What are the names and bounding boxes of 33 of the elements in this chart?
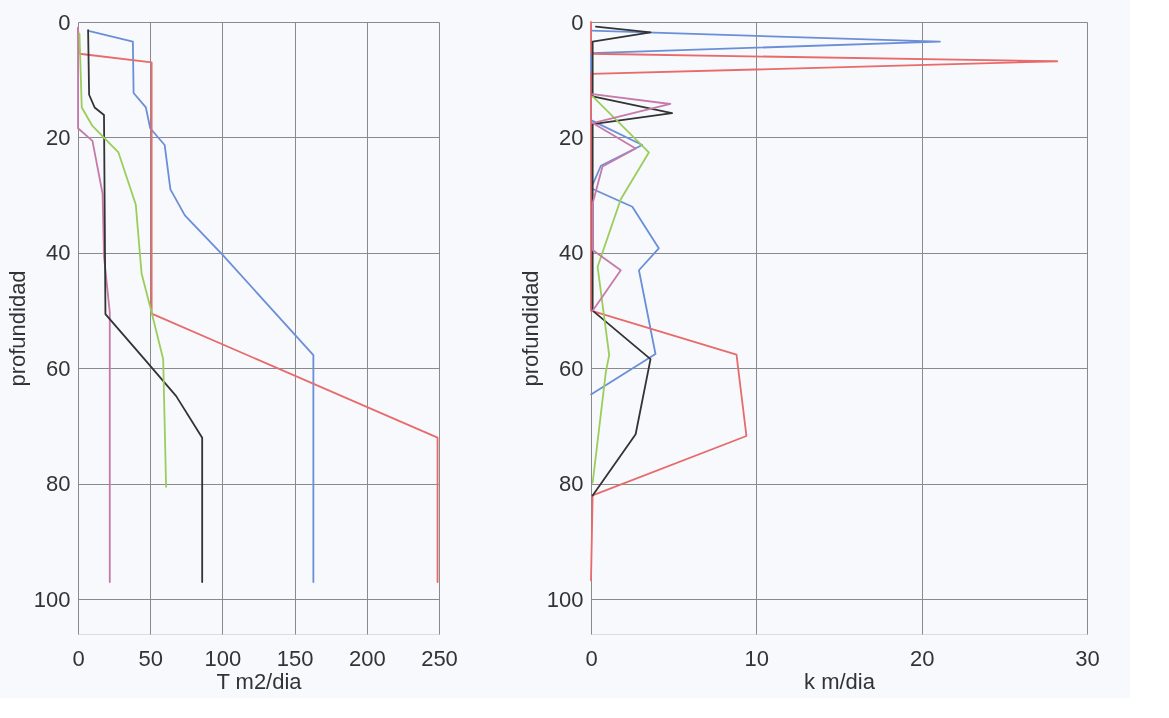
x-tick-label: 100 <box>204 645 242 671</box>
y-tick-label: 80 <box>46 471 71 497</box>
x-axis-title: T m2/dia <box>216 668 303 694</box>
line-series <box>591 93 672 312</box>
line-series <box>78 32 167 488</box>
x-tick-label: 150 <box>276 645 314 671</box>
y-tick-label: 0 <box>571 9 584 35</box>
x-tick-label: 50 <box>138 645 163 671</box>
line-series <box>77 26 111 583</box>
y-tick-label: 100 <box>33 586 71 612</box>
x-tick-label: 200 <box>348 645 386 671</box>
y-tick-label: 40 <box>559 240 584 266</box>
line-series <box>590 29 941 396</box>
x-tick-label: 30 <box>1075 645 1100 671</box>
line-series <box>591 95 650 484</box>
y-tick-label: 60 <box>559 355 584 381</box>
line-series <box>590 21 1059 582</box>
y-axis-title: profundidad <box>517 270 543 387</box>
x-axis-title: k m/dia <box>804 668 876 694</box>
y-tick-label: 40 <box>46 240 71 266</box>
y-tick-label: 0 <box>58 9 71 35</box>
line-series <box>87 29 204 583</box>
y-tick-label: 20 <box>559 124 584 150</box>
line-series <box>88 30 315 583</box>
y-axis-title: profundidad <box>4 270 30 387</box>
y-tick-label: 80 <box>559 471 584 497</box>
x-tick-label: 250 <box>421 645 458 671</box>
y-tick-label: 60 <box>46 355 71 381</box>
y-tick-label: 100 <box>546 586 584 612</box>
line-series <box>591 25 673 497</box>
x-tick-label: 10 <box>744 645 770 671</box>
y-tick-label: 20 <box>46 124 71 150</box>
x-tick-label: 20 <box>909 645 935 671</box>
